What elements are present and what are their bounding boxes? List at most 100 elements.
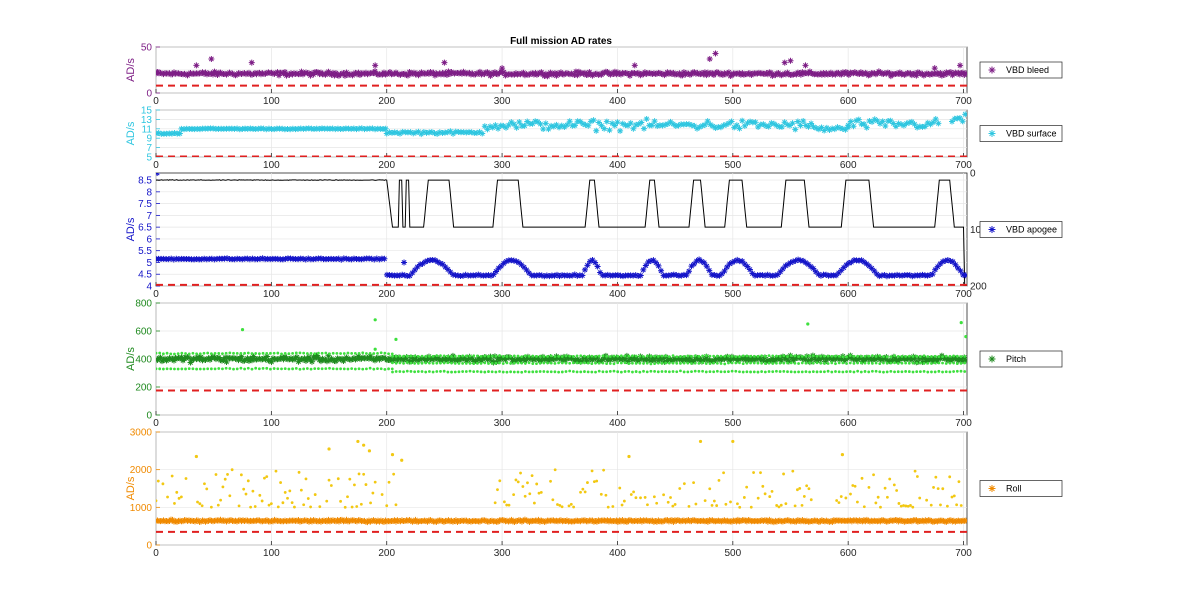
data-point	[930, 355, 933, 358]
legend-label: VBD surface	[1006, 129, 1057, 139]
data-point	[607, 356, 614, 363]
data-point	[503, 124, 510, 131]
data-point	[409, 370, 413, 373]
data-point	[412, 354, 419, 361]
outlier-point	[372, 62, 379, 69]
data-point	[666, 500, 670, 504]
data-point	[416, 361, 420, 365]
data-point	[679, 357, 686, 364]
data-point	[420, 354, 424, 358]
data-point	[807, 263, 814, 270]
data-point	[409, 357, 416, 364]
data-point	[678, 272, 685, 279]
data-point	[358, 256, 365, 263]
data-point	[191, 351, 195, 355]
data-point	[627, 120, 634, 127]
data-point	[278, 69, 285, 76]
data-point	[809, 498, 813, 502]
legend-apogee: VBD apogee	[979, 221, 1063, 238]
data-point	[739, 355, 746, 362]
data-point	[535, 482, 539, 486]
data-point	[823, 361, 826, 365]
data-point	[963, 370, 967, 373]
data-point	[437, 260, 444, 267]
data-point	[503, 258, 510, 265]
data-point	[513, 124, 520, 131]
data-point	[685, 268, 692, 275]
data-point	[482, 517, 489, 524]
y-tick-label: 6.5	[138, 223, 152, 234]
data-point	[802, 122, 809, 129]
data-point	[918, 496, 922, 500]
data-point	[433, 354, 440, 361]
data-point	[749, 370, 752, 374]
data-point	[804, 361, 808, 365]
data-point	[800, 503, 804, 507]
data-point	[175, 490, 179, 494]
data-point	[516, 480, 520, 484]
data-point	[418, 131, 425, 138]
data-point	[660, 370, 664, 373]
data-point	[763, 354, 767, 358]
data-point	[310, 517, 317, 524]
data-point	[871, 354, 874, 358]
data-point	[745, 361, 749, 365]
data-point	[566, 118, 573, 125]
data-point	[371, 518, 378, 525]
data-point	[675, 122, 682, 129]
data-point	[877, 120, 884, 127]
data-point	[777, 505, 781, 509]
data-point	[541, 518, 548, 525]
data-point	[170, 357, 177, 364]
data-point	[422, 258, 429, 265]
y-tick-label: 2000	[130, 465, 153, 476]
data-point	[673, 272, 680, 279]
data-point	[515, 259, 522, 266]
data-point	[701, 369, 704, 373]
data-point	[909, 273, 916, 280]
data-point	[851, 484, 855, 487]
outlier-point	[802, 62, 809, 69]
data-point	[675, 370, 679, 374]
data-point	[792, 126, 799, 133]
data-point	[667, 118, 674, 125]
data-point	[918, 361, 922, 365]
outlier-point	[706, 55, 713, 62]
data-point	[616, 370, 620, 374]
series-line	[156, 179, 967, 286]
data-point	[483, 361, 487, 365]
data-point	[169, 352, 173, 356]
data-point	[367, 353, 374, 360]
data-point	[645, 370, 649, 374]
data-point	[638, 354, 642, 358]
data-point	[396, 272, 403, 279]
data-point	[755, 123, 762, 130]
data-point	[491, 518, 498, 525]
y-tick-label: 4.5	[138, 270, 152, 281]
data-point	[721, 268, 728, 275]
data-point	[439, 370, 442, 373]
data-point	[779, 265, 786, 272]
data-point	[623, 354, 627, 358]
y-tick-label: 0	[146, 411, 152, 422]
data-point	[932, 70, 939, 77]
data-point	[606, 127, 613, 134]
data-point	[254, 366, 258, 370]
data-point	[658, 267, 665, 274]
data-point	[457, 354, 461, 358]
data-point	[819, 370, 823, 374]
data-point	[293, 70, 300, 77]
data-point	[300, 255, 307, 262]
data-point	[372, 367, 376, 371]
data-point	[702, 121, 709, 128]
data-point	[518, 70, 525, 77]
data-point	[510, 257, 517, 264]
data-point	[532, 501, 536, 505]
data-point	[579, 272, 586, 279]
data-point	[451, 518, 458, 525]
data-point	[329, 484, 333, 487]
data-point	[760, 121, 767, 128]
data-point	[317, 255, 324, 262]
data-point	[771, 354, 775, 358]
data-point	[232, 367, 235, 371]
